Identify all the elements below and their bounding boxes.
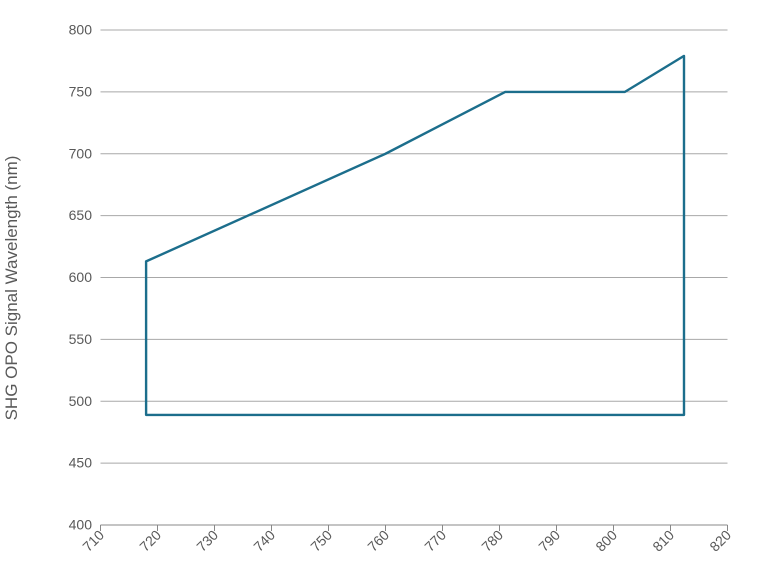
svg-text:750: 750	[69, 83, 93, 99]
svg-text:720: 720	[136, 527, 164, 555]
svg-text:650: 650	[69, 207, 93, 223]
svg-text:SHG OPO Signal Wavelength (nm): SHG OPO Signal Wavelength (nm)	[2, 156, 21, 421]
svg-text:770: 770	[421, 527, 449, 555]
svg-text:790: 790	[535, 527, 563, 555]
svg-text:810: 810	[649, 527, 677, 555]
svg-text:550: 550	[69, 331, 93, 347]
svg-text:740: 740	[250, 527, 278, 555]
svg-text:450: 450	[69, 455, 93, 471]
svg-text:800: 800	[69, 22, 93, 38]
svg-text:600: 600	[69, 269, 93, 285]
svg-text:760: 760	[364, 527, 392, 555]
svg-text:700: 700	[69, 145, 93, 161]
svg-text:500: 500	[69, 393, 93, 409]
svg-text:800: 800	[592, 527, 620, 555]
svg-text:730: 730	[193, 527, 221, 555]
svg-text:780: 780	[478, 527, 506, 555]
svg-text:820: 820	[706, 527, 734, 555]
svg-text:750: 750	[307, 527, 335, 555]
svg-text:400: 400	[69, 517, 93, 533]
